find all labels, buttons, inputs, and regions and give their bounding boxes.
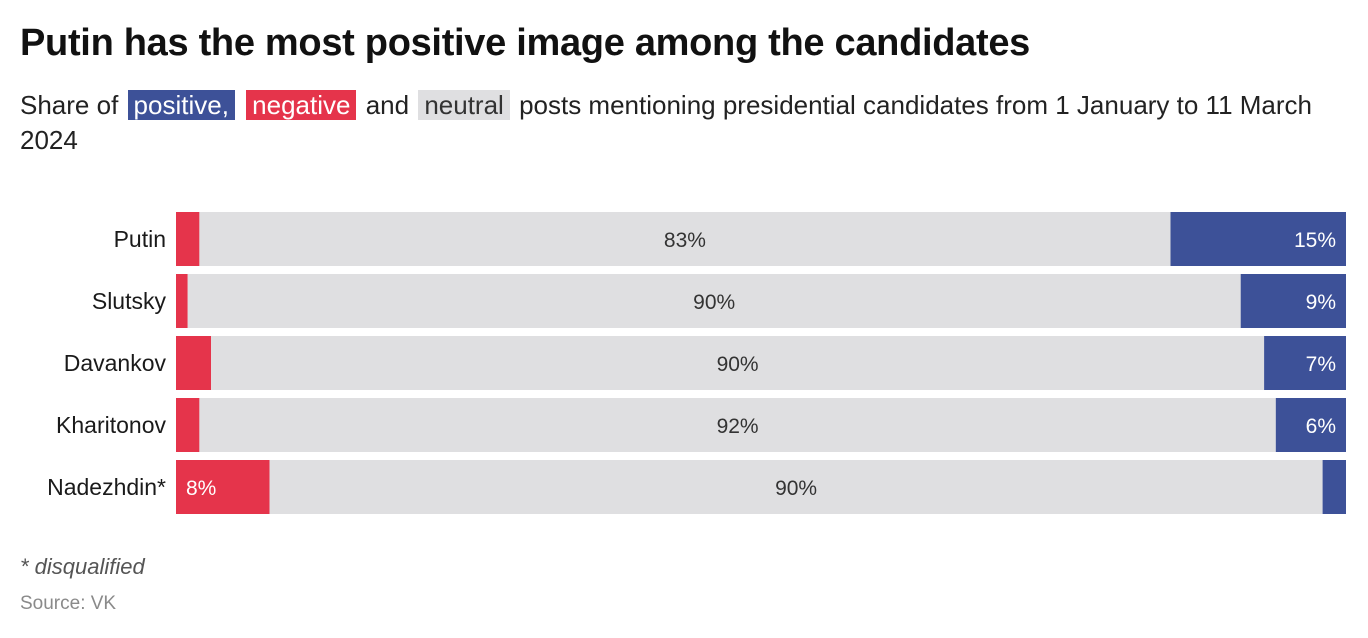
bar-segment-neutral [199,398,1276,452]
data-label-neutral: 92% [717,415,759,438]
subtitle-mid: and [365,90,410,120]
subtitle-suffix: posts mentioning presidential candidates… [20,90,1313,155]
bar-segment-positive [1264,336,1346,390]
data-label-neutral: 90% [693,291,735,314]
data-label-neutral: 90% [775,477,817,500]
category-label: Slutsky [92,288,167,314]
bar-segment-positive [1275,398,1346,452]
subtitle-prefix: Share of [20,90,119,120]
chart-title: Putin has the most positive image among … [20,22,1031,64]
bar-segment-positive [1240,274,1346,328]
legend-negative: negative [246,90,357,120]
bar-segment-negative [176,336,212,390]
category-label: Davankov [64,350,167,376]
category-label: Nadezhdin* [47,474,166,500]
data-label-neutral: 90% [717,353,759,376]
bar-segment-neutral [187,274,1241,328]
data-label-positive: 15% [1294,229,1336,252]
legend-positive: positive, [127,90,235,120]
legend-neutral: neutral [418,90,510,120]
data-label-neutral: 83% [664,229,706,252]
bar-segment-neutral [211,336,1265,390]
bar-segment-negative [176,274,188,328]
footnote: * disqualified [20,554,145,579]
bar-segment-neutral [269,460,1323,514]
bar-segment-positive [1322,460,1346,514]
bar-segment-positive [1170,212,1346,266]
source-note: Source: VK [20,593,117,614]
stacked-bar-chart: Putin 83% 15% Slutsky 90% 9% Davankov 90% 7% Khar… [47,212,1346,514]
data-label-negative: 8% [186,477,216,500]
data-label-positive: 6% [1306,415,1336,438]
category-label: Putin [114,226,166,252]
bar-segment-negative [176,460,270,514]
category-label: Kharitonov [56,412,166,438]
bar-segment-negative [176,398,200,452]
data-label-positive: 7% [1306,353,1336,376]
chart-subtitle: Share of positive, negative and neutral … [20,88,1350,158]
bar-segment-negative [176,212,200,266]
data-label-positive: 9% [1306,291,1336,314]
bar-segment-neutral [199,212,1171,266]
